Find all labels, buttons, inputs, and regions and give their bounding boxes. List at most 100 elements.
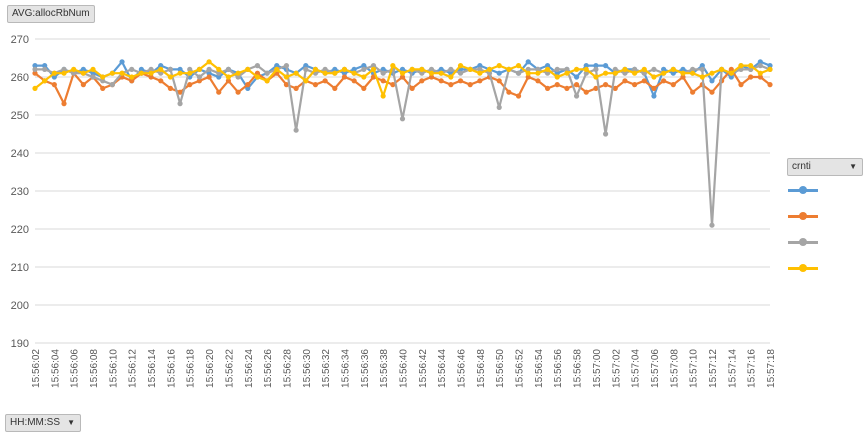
- data-point-s2: [738, 82, 744, 88]
- data-point-s4: [90, 66, 96, 72]
- data-point-s4: [196, 66, 203, 72]
- legend-item[interactable]: [788, 209, 858, 223]
- data-point-s4: [187, 70, 193, 76]
- data-point-s4: [409, 66, 415, 72]
- data-point-s1: [709, 78, 715, 84]
- data-point-s4: [680, 70, 686, 76]
- data-point-s4: [119, 70, 125, 76]
- data-point-s3: [361, 66, 367, 72]
- data-point-s1: [699, 63, 705, 69]
- data-point-s3: [370, 63, 377, 69]
- x-tick-label: 15:56:42: [418, 349, 429, 388]
- data-point-s1: [477, 63, 483, 69]
- data-point-s4: [274, 66, 280, 72]
- data-point-s2: [438, 78, 444, 84]
- data-point-s3: [283, 63, 290, 69]
- data-point-s2: [477, 78, 483, 84]
- data-point-s1: [177, 66, 183, 72]
- data-point-s1: [496, 70, 502, 76]
- x-tick-label: 15:56:04: [50, 349, 61, 388]
- data-point-s4: [525, 70, 531, 76]
- data-point-s4: [109, 70, 115, 76]
- data-point-s3: [525, 66, 531, 72]
- x-tick-label: 15:56:32: [321, 349, 332, 388]
- data-point-s4: [341, 66, 348, 72]
- data-point-s4: [515, 63, 522, 69]
- x-tick-label: 15:56:26: [263, 349, 274, 388]
- data-point-s4: [264, 78, 270, 84]
- data-point-s4: [448, 74, 454, 80]
- data-point-s2: [167, 85, 173, 91]
- data-point-s3: [419, 70, 425, 76]
- legend-marker: [799, 238, 807, 246]
- data-point-s2: [332, 85, 338, 91]
- x-tick-label: 15:57:10: [689, 349, 700, 388]
- x-tick-label: 15:57:08: [669, 349, 680, 388]
- legend-marker: [799, 212, 807, 220]
- data-point-s3: [206, 66, 212, 72]
- data-point-s4: [158, 66, 164, 72]
- data-point-s4: [177, 70, 183, 76]
- data-point-s2: [225, 78, 232, 84]
- x-tick-label: 15:56:56: [553, 349, 564, 388]
- data-point-s1: [216, 74, 222, 80]
- data-point-s2: [757, 74, 763, 80]
- data-point-s2: [80, 82, 86, 88]
- data-point-s4: [370, 66, 377, 72]
- data-point-s3: [738, 66, 744, 72]
- value-field-label: AVG:allocRbNum: [12, 8, 90, 19]
- data-point-s1: [380, 66, 386, 72]
- data-point-s1: [32, 63, 38, 69]
- x-tick-label: 15:56:40: [399, 349, 410, 388]
- data-point-s4: [544, 66, 551, 72]
- data-point-s3: [71, 70, 77, 76]
- data-point-s1: [245, 85, 251, 91]
- data-point-s2: [496, 78, 502, 84]
- data-point-s2: [61, 101, 67, 107]
- data-point-s3: [544, 70, 551, 76]
- chevron-down-icon: ▼: [849, 162, 857, 171]
- data-point-s3: [90, 74, 96, 80]
- data-point-s1: [80, 66, 86, 72]
- value-field-button[interactable]: AVG:allocRbNum: [7, 5, 95, 23]
- data-point-s2: [245, 82, 251, 88]
- legend-field-button[interactable]: crnti ▼: [787, 158, 863, 176]
- data-point-s4: [399, 70, 406, 76]
- data-point-s3: [187, 66, 193, 72]
- x-tick-label: 15:56:02: [31, 349, 42, 388]
- data-point-s2: [312, 82, 319, 88]
- data-point-s2: [100, 85, 106, 91]
- x-tick-label: 15:56:06: [70, 349, 81, 388]
- y-tick-label: 190: [11, 338, 29, 350]
- y-tick-label: 250: [11, 110, 29, 122]
- data-point-s2: [506, 89, 512, 95]
- data-point-s4: [757, 70, 763, 76]
- data-point-s4: [651, 74, 657, 80]
- legend-item[interactable]: [788, 235, 858, 249]
- data-point-s2: [661, 78, 667, 84]
- x-tick-label: 15:57:16: [747, 349, 758, 388]
- data-point-s4: [419, 66, 425, 72]
- data-point-s3: [254, 63, 261, 69]
- legend-item[interactable]: [788, 261, 858, 275]
- axis-field-button[interactable]: HH:MM:SS ▼: [5, 414, 81, 432]
- data-point-s4: [254, 74, 261, 80]
- data-point-s4: [699, 74, 705, 80]
- data-point-s4: [728, 70, 734, 76]
- data-point-s4: [573, 66, 580, 72]
- data-point-s2: [515, 93, 522, 99]
- data-point-s1: [757, 59, 763, 65]
- legend-item[interactable]: [788, 183, 858, 197]
- data-point-s2: [748, 74, 754, 80]
- data-point-s1: [544, 63, 551, 69]
- data-point-s2: [564, 85, 570, 91]
- data-point-s4: [312, 66, 319, 72]
- data-point-s4: [632, 70, 638, 76]
- series-line-3: [35, 64, 771, 227]
- data-point-s2: [467, 82, 473, 88]
- data-point-s2: [535, 78, 541, 84]
- x-tick-label: 15:56:58: [573, 349, 584, 388]
- x-tick-label: 15:56:36: [360, 349, 371, 388]
- data-point-s2: [158, 78, 164, 84]
